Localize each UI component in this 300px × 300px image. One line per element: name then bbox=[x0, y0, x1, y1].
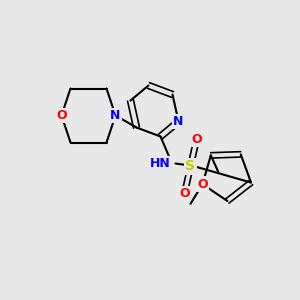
Text: O: O bbox=[191, 133, 202, 146]
Text: N: N bbox=[173, 115, 184, 128]
Text: HN: HN bbox=[150, 157, 171, 170]
Text: N: N bbox=[110, 109, 121, 122]
Text: O: O bbox=[197, 178, 208, 191]
Text: O: O bbox=[179, 187, 190, 200]
Text: O: O bbox=[56, 109, 67, 122]
Text: S: S bbox=[185, 160, 196, 173]
